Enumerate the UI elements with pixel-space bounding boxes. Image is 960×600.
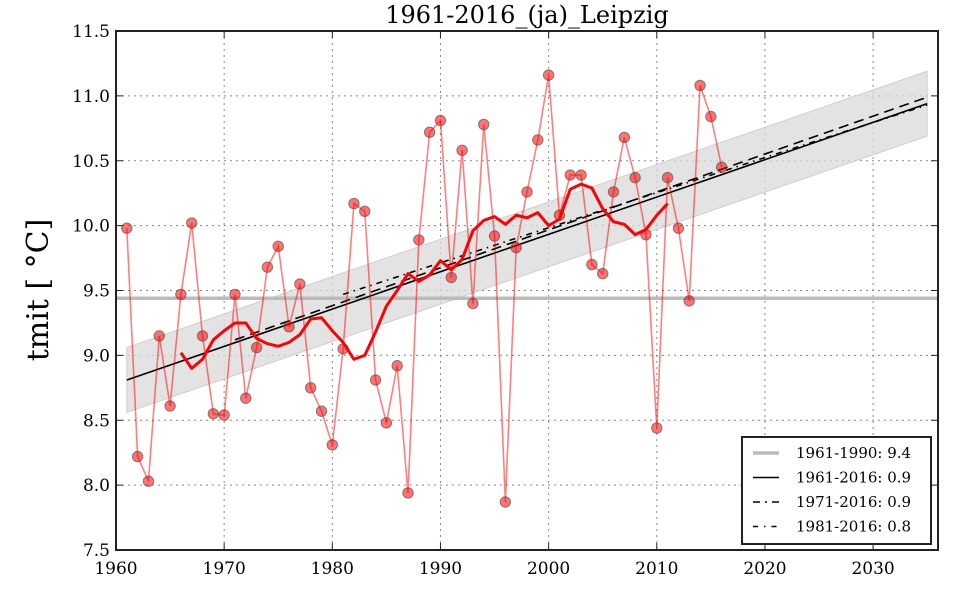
x-tick-label: 1960 <box>94 559 137 579</box>
data-point <box>586 258 598 271</box>
data-point <box>575 169 587 181</box>
data-point <box>629 171 641 184</box>
data-point <box>250 341 263 354</box>
x-tick-label: 1980 <box>311 559 354 579</box>
data-point <box>672 222 685 234</box>
y-tick-label: 9.5 <box>83 282 110 302</box>
data-point <box>402 487 414 499</box>
legend: 1961-1990: 9.4 1961-2016: 0.9 1971-2016: 0… <box>741 436 932 545</box>
data-point <box>348 197 360 210</box>
data-point <box>326 439 339 451</box>
annual-line <box>126 74 723 503</box>
data-point <box>240 392 252 404</box>
data-point <box>661 171 674 184</box>
data-point <box>521 186 533 198</box>
data-point <box>651 422 663 434</box>
y-tick-label: 11.5 <box>72 22 110 42</box>
trend-line-solid <box>126 102 928 381</box>
data-point <box>564 169 576 181</box>
data-point <box>391 360 403 372</box>
data-point <box>445 271 457 284</box>
data-point <box>304 382 317 394</box>
y-tick-label: 8.0 <box>83 476 110 496</box>
data-point <box>369 374 382 386</box>
data-point <box>218 409 230 421</box>
data-point <box>413 234 425 246</box>
x-tick-label: 2010 <box>635 559 678 579</box>
data-point <box>164 400 176 412</box>
data-point <box>359 205 371 218</box>
y-axis-label: tmit [ °C] <box>21 219 56 362</box>
data-point <box>121 222 133 234</box>
data-point <box>153 330 165 342</box>
data-point <box>456 144 468 157</box>
data-point <box>618 131 631 144</box>
trend-line-dashed <box>234 96 928 341</box>
data-point <box>434 114 447 127</box>
data-point <box>478 118 490 131</box>
x-tick-label: 2030 <box>851 559 894 579</box>
x-tick-label: 2020 <box>743 559 786 579</box>
trend-lines <box>126 96 928 381</box>
data-point <box>542 69 555 81</box>
data-point <box>229 288 241 301</box>
y-tick-label: 7.5 <box>83 541 110 561</box>
y-axis-ticks: 7.5 8.0 8.5 9.0 9.5 10.0 10.5 11.0 11.5 <box>72 22 938 561</box>
y-tick-label: 10.5 <box>72 152 110 172</box>
data-point <box>175 288 187 301</box>
data-point <box>607 186 620 198</box>
data-point <box>380 417 393 429</box>
x-tick-label: 1970 <box>203 559 246 579</box>
data-point <box>705 110 717 123</box>
data-point <box>499 496 512 508</box>
data-point <box>315 405 328 417</box>
data-point <box>510 241 522 254</box>
data-point <box>467 297 479 310</box>
legend-label: 1961-2016: 0.9 <box>796 469 911 487</box>
data-point <box>131 450 144 463</box>
data-point <box>532 134 544 146</box>
data-point <box>261 261 274 273</box>
data-point <box>294 278 306 290</box>
running-mean-line <box>179 182 669 370</box>
legend-label: 1971-2016: 0.9 <box>796 493 911 511</box>
data-point <box>272 240 284 253</box>
data-point <box>488 230 501 242</box>
running-mean-series <box>179 182 669 370</box>
data-point <box>196 330 209 342</box>
y-tick-label: 10.0 <box>72 217 110 237</box>
legend-label: 1961-1990: 9.4 <box>796 444 911 462</box>
x-axis-ticks: 1960 1970 1980 1990 2000 2010 2020 2030 <box>94 31 895 579</box>
x-tick-label: 2000 <box>527 559 570 579</box>
data-point <box>694 79 706 92</box>
trend-line-dashdot <box>342 104 928 296</box>
data-point <box>283 321 295 333</box>
y-tick-label: 8.5 <box>83 411 110 431</box>
y-tick-label: 9.0 <box>83 346 110 366</box>
data-point <box>186 217 198 229</box>
data-point <box>207 408 220 420</box>
data-point <box>423 126 436 138</box>
data-point <box>597 267 609 280</box>
annual-series <box>121 69 728 508</box>
chart-title: 1961-2016_(ja)_Leipzig <box>385 1 669 29</box>
x-tick-label: 1990 <box>419 559 462 579</box>
y-tick-label: 11.0 <box>72 87 110 107</box>
data-point <box>715 161 728 173</box>
legend-label: 1981-2016: 0.8 <box>796 518 911 536</box>
data-point <box>683 295 695 307</box>
data-point <box>142 475 155 487</box>
